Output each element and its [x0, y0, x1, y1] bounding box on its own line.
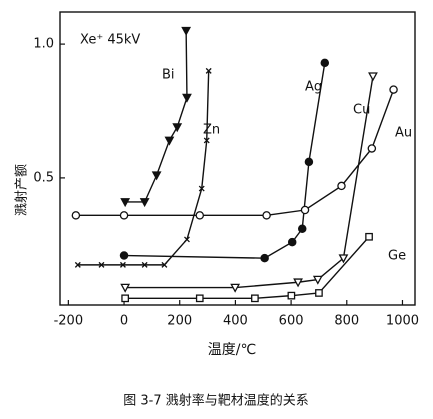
- series-label: Zn: [203, 123, 220, 138]
- series-line: [75, 89, 395, 217]
- marker: [300, 205, 310, 215]
- x-tick-label: 1000: [386, 314, 419, 329]
- marker: [297, 224, 307, 233]
- y-axis-label: 溅射产额: [14, 164, 30, 216]
- marker: [365, 232, 373, 241]
- marker: [198, 185, 205, 192]
- marker: [121, 294, 130, 303]
- marker: [230, 283, 241, 293]
- marker: [151, 171, 162, 181]
- y-tick-label: 0.5: [33, 170, 54, 185]
- x-axis-label: 温度/℃: [208, 342, 256, 358]
- marker: [287, 237, 297, 247]
- x-tick-label: 200: [167, 314, 192, 329]
- marker: [181, 26, 192, 36]
- caption: 图 3-7 溅射率与靶材温度的关系: [123, 393, 309, 409]
- marker: [139, 198, 150, 208]
- marker: [74, 261, 81, 268]
- x-tick-label: 600: [279, 314, 304, 329]
- marker: [367, 144, 377, 153]
- marker: [141, 261, 148, 268]
- annotation: Xe⁺ 45kV: [80, 33, 140, 48]
- marker: [161, 261, 168, 268]
- marker: [368, 72, 378, 82]
- series-line: [125, 236, 370, 300]
- marker: [337, 181, 346, 191]
- series-line: [125, 76, 374, 289]
- marker: [262, 211, 271, 220]
- marker: [293, 278, 303, 288]
- series-label: Ge: [388, 249, 406, 264]
- series-label: Ag: [305, 80, 322, 95]
- x-tick-label: 0: [120, 314, 128, 329]
- marker: [182, 93, 192, 103]
- marker: [98, 261, 105, 268]
- marker: [287, 291, 296, 300]
- marker: [119, 261, 126, 268]
- marker: [172, 123, 183, 133]
- series-label: Bi: [162, 68, 175, 83]
- marker: [338, 254, 349, 264]
- marker: [195, 211, 205, 220]
- marker: [203, 137, 210, 144]
- marker: [164, 136, 175, 146]
- marker: [205, 67, 212, 74]
- y-tick-label: 1.0: [33, 37, 54, 52]
- marker: [251, 294, 259, 303]
- series-label: Au: [395, 126, 412, 141]
- series-line: [77, 70, 210, 266]
- marker: [312, 275, 323, 285]
- x-tick-label: 800: [334, 314, 359, 329]
- marker: [315, 289, 323, 297]
- x-tick-label: -200: [54, 314, 84, 329]
- marker: [120, 198, 131, 208]
- marker: [120, 283, 131, 293]
- marker: [320, 58, 330, 68]
- marker: [304, 157, 314, 167]
- plot-frame: [59, 11, 416, 306]
- marker: [260, 253, 269, 263]
- marker: [119, 251, 129, 260]
- marker: [184, 236, 190, 243]
- marker: [71, 211, 81, 220]
- x-tick-label: 400: [223, 314, 248, 329]
- marker: [389, 85, 398, 94]
- marker: [195, 294, 204, 303]
- marker: [119, 211, 129, 220]
- series-label: Cu: [353, 103, 370, 118]
- series-line: [124, 62, 326, 259]
